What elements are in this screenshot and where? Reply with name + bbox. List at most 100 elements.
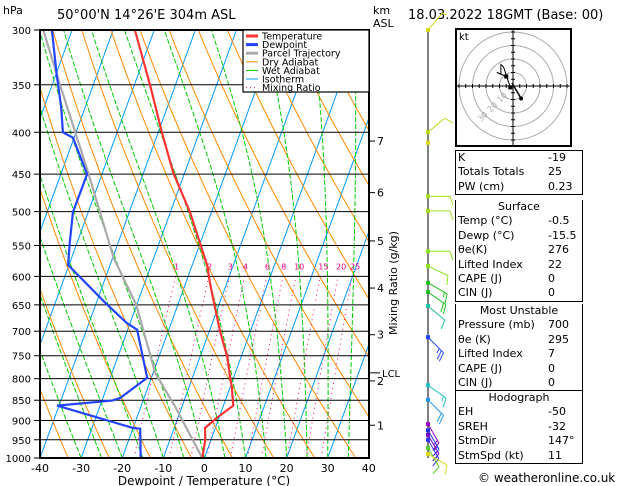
wind-barb-half-feather: [433, 440, 438, 445]
legend-box: [242, 29, 370, 93]
mixing-ratio-label: 25: [350, 262, 360, 271]
index-value: 0: [548, 271, 555, 285]
isotherm-line: [40, 30, 196, 458]
wind-barb-feather: [444, 464, 448, 475]
wet-adiabat-line: [40, 30, 185, 458]
hpa-label: hPa: [3, 4, 23, 17]
profiles: 1 2 3 4 6 8 10 15 20 25: [42, 30, 360, 458]
section-title: Hodograph: [488, 391, 550, 404]
isotherm-line: [327, 342, 369, 458]
mixing-ratio-line: [320, 276, 353, 458]
index-row: K -19: [456, 151, 582, 165]
km-tick-label: 7: [377, 135, 384, 148]
wind-barbs: [426, 12, 454, 475]
mixing-ratio-label: 20: [336, 262, 346, 271]
index-label: Temp (°C): [458, 214, 513, 228]
index-label: EH: [458, 405, 474, 419]
section-title: Most Unstable: [479, 304, 559, 317]
index-label: CAPE (J): [458, 361, 503, 375]
isotherm-line: [203, 30, 361, 458]
index-row: θe(K) 276: [456, 243, 582, 257]
isotherm-line: [40, 30, 155, 347]
x-tick-label: 10: [239, 462, 253, 475]
index-row: Pressure (mb) 700: [456, 318, 582, 332]
mixing-ratio-axis-label: Mixing Ratio (g/kg): [387, 231, 400, 335]
wind-barb-staff: [427, 336, 444, 354]
wind-barb-half-feather: [441, 396, 445, 402]
asl-label: ASL: [373, 17, 394, 30]
x-tick-label: -40: [31, 462, 49, 475]
x-tick-label: 0: [201, 462, 208, 475]
most-unstable-box: Most Unstable Pressure (mb) 700 θe (K) 295 Li…: [455, 304, 583, 392]
lcl-label: LCL: [382, 369, 401, 380]
index-value: 0: [548, 286, 555, 300]
index-row: PW (cm) 0.23: [456, 180, 582, 194]
surface-box: Surface Temp (°C) -0.5 Dewp (°C) -15.5 θe(K) 2…: [455, 200, 583, 302]
mixing-ratio-line: [247, 276, 284, 458]
index-row: Lifted Index 22: [456, 258, 582, 272]
y-tick-label: 450: [12, 170, 31, 181]
storm-motion-arrowhead: [519, 96, 524, 101]
dry-adiabat-line: [81, 30, 275, 458]
mixing-ratio-label: 1: [174, 262, 179, 271]
y-tick-label: 900: [12, 417, 31, 428]
dry-adiabat-line: [110, 30, 316, 458]
section-title: Surface: [498, 200, 540, 213]
mixing-ratio-label: 6: [265, 262, 270, 271]
wind-barb-staff: [427, 439, 440, 460]
wind-barb-feather: [442, 304, 447, 314]
dry-adiabat-line: [597, 18, 629, 458]
isotherm-line: [286, 229, 369, 458]
km-tick-label: 5: [377, 235, 384, 248]
index-value: 295: [548, 332, 569, 346]
index-row: StmSpd (kt) 11: [456, 449, 582, 463]
index-value: -0.5: [548, 214, 570, 228]
dry-adiabat-line: [40, 86, 192, 458]
index-row: SREH -32: [456, 420, 582, 434]
y-tick-label: 850: [12, 396, 31, 407]
x-tick-label: -30: [72, 462, 90, 475]
index-label: PW (cm): [458, 179, 505, 193]
wind-barb-feather: [432, 466, 440, 475]
legend-label: Isotherm: [262, 75, 304, 86]
y-tick-label: 950: [12, 436, 31, 447]
dry-adiabat-line: [40, 187, 151, 458]
dry-adiabat-line: [285, 30, 369, 187]
index-row: CAPE (J) 0: [456, 362, 582, 376]
km-tick-label: 3: [377, 329, 384, 342]
km-tick-label: 4: [377, 282, 384, 295]
index-value: -32: [548, 419, 566, 433]
wind-barb-feather: [449, 251, 454, 261]
isotherm-line: [80, 30, 237, 458]
mixing-ratio-line: [286, 276, 321, 458]
index-label: θe(K): [458, 243, 488, 257]
mixing-ratio-label: 2: [207, 262, 212, 271]
wind-barb-staff: [427, 423, 440, 444]
wind-barb-staff: [427, 291, 447, 306]
wet-adiabat-line: [347, 30, 357, 458]
km-tick-label: 2: [377, 375, 384, 388]
index-label: Dewp (°C): [458, 228, 515, 242]
mixing-ratio-line: [206, 276, 246, 458]
datetime-title: 18.03.2022 18GMT (Base: 00): [408, 8, 604, 23]
storm-motion-arrow: [511, 82, 522, 99]
wet-adiabat-line: [262, 30, 308, 458]
plot-frame: [39, 29, 370, 459]
index-label: Totals Totals: [458, 165, 525, 179]
legend-label: Temperature: [261, 32, 322, 43]
index-label: StmSpd (kt): [458, 448, 524, 462]
wind-barb-feather: [440, 302, 445, 313]
dry-adiabat-line: [168, 30, 369, 418]
wind-barb-feather: [440, 319, 446, 330]
isotherm-line: [40, 30, 73, 120]
isotherm-line: [162, 30, 320, 458]
index-label: CAPE (J): [458, 271, 503, 285]
x-tick-label: 30: [321, 462, 335, 475]
wet-adiabat-line: [63, 30, 205, 458]
index-row: Dewp (°C) -15.5: [456, 229, 582, 243]
mixing-ratio-line: [190, 276, 230, 458]
indices-top-box: K -19 Totals Totals 25 PW (cm) 0.23: [455, 150, 583, 196]
wind-barb-staff: [427, 282, 448, 295]
isotherm-line: [40, 30, 114, 234]
temperature-line: [133, 30, 235, 458]
